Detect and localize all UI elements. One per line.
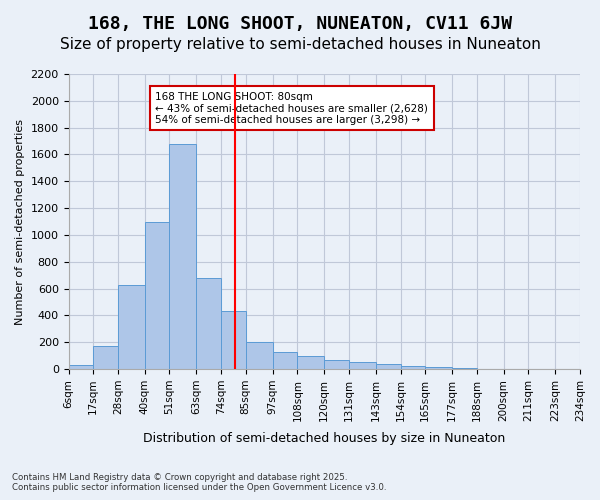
Text: Contains HM Land Registry data © Crown copyright and database right 2025.
Contai: Contains HM Land Registry data © Crown c… <box>12 473 386 492</box>
Bar <box>272 352 298 369</box>
Bar <box>68 365 93 369</box>
Bar <box>401 366 425 369</box>
Bar <box>145 222 169 369</box>
Bar <box>349 362 376 369</box>
Bar <box>169 144 196 369</box>
Y-axis label: Number of semi-detached properties: Number of semi-detached properties <box>15 118 25 324</box>
X-axis label: Distribution of semi-detached houses by size in Nuneaton: Distribution of semi-detached houses by … <box>143 432 505 445</box>
Bar <box>93 346 118 369</box>
Bar <box>298 356 324 369</box>
Text: 168 THE LONG SHOOT: 80sqm
← 43% of semi-detached houses are smaller (2,628)
54% : 168 THE LONG SHOOT: 80sqm ← 43% of semi-… <box>155 92 428 125</box>
Bar <box>425 367 452 369</box>
Bar <box>324 360 349 369</box>
Bar <box>118 284 145 369</box>
Bar <box>221 312 246 369</box>
Bar <box>376 364 401 369</box>
Bar <box>246 342 272 369</box>
Bar <box>196 278 221 369</box>
Bar <box>452 368 477 369</box>
Text: 168, THE LONG SHOOT, NUNEATON, CV11 6JW: 168, THE LONG SHOOT, NUNEATON, CV11 6JW <box>88 15 512 33</box>
Text: Size of property relative to semi-detached houses in Nuneaton: Size of property relative to semi-detach… <box>59 38 541 52</box>
